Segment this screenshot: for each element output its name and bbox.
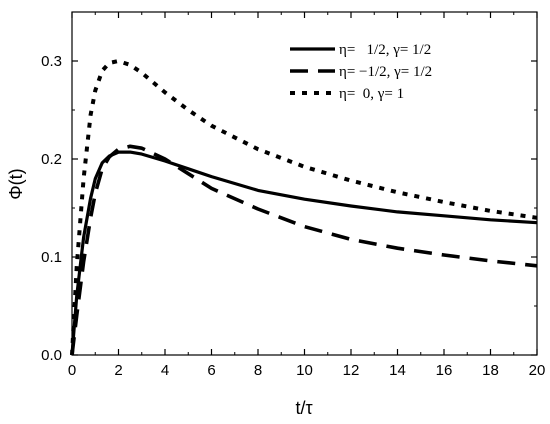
x-tick-label: 18: [482, 362, 499, 379]
x-tick-label: 16: [436, 362, 453, 379]
plot-frame: [71, 11, 538, 356]
y-tick-label: 0.0: [41, 347, 62, 364]
legend: η= 1/2, γ= 1/2 η= −1/2, γ= 1/2 η= 0, γ= 1: [290, 42, 432, 102]
series-line-1: [70, 150, 538, 356]
axis-ticks: 0 2 4 6 8 10 12 14 16 18 20 0.0 0.1 0.2 0.3: [41, 11, 546, 379]
series-line-3: [70, 59, 538, 356]
x-tick-label: 20: [529, 362, 546, 379]
y-tick-label: 0.2: [41, 151, 62, 168]
y-tick-label: 0.1: [41, 249, 62, 266]
series-layer: [70, 59, 538, 356]
x-tick-label: 0: [68, 362, 76, 379]
series-line-2: [70, 144, 538, 356]
legend-label-3: η= 0, γ= 1: [339, 86, 404, 102]
x-tick-label: 12: [343, 362, 360, 379]
legend-label-1: η= 1/2, γ= 1/2: [339, 42, 431, 58]
x-tick-label: 8: [254, 362, 262, 379]
x-tick-label: 4: [161, 362, 169, 379]
legend-label-2: η= −1/2, γ= 1/2: [339, 64, 432, 80]
x-tick-label: 10: [296, 362, 313, 379]
x-axis-title: t/τ: [295, 398, 312, 418]
x-tick-label: 6: [207, 362, 215, 379]
x-tick-label: 2: [114, 362, 122, 379]
x-tick-label: 14: [389, 362, 406, 379]
y-axis-title: Φ(t): [6, 168, 26, 199]
y-tick-label: 0.3: [41, 53, 62, 70]
plot-area: [71, 11, 538, 356]
